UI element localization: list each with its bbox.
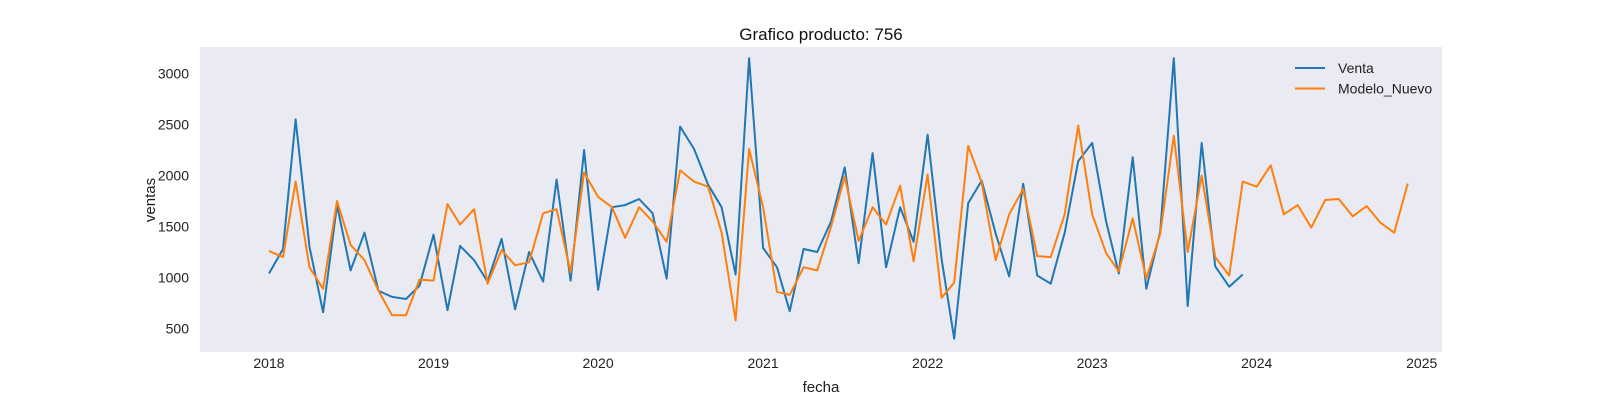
x-axis-title: fecha xyxy=(803,379,840,396)
y-tick-label: 500 xyxy=(166,321,190,337)
x-axis-ticks: 2018 2019 2020 2021 2022 2023 2024 2025 xyxy=(253,355,1437,371)
y-tick-label: 3000 xyxy=(158,66,189,82)
y-tick-label: 1500 xyxy=(158,219,189,235)
series-layer xyxy=(268,57,1409,340)
chart-title: Grafico producto: 756 xyxy=(739,25,902,44)
legend: Venta Modelo_Nuevo xyxy=(1295,60,1432,97)
y-tick-label: 2500 xyxy=(158,117,189,133)
series-line-venta xyxy=(268,57,1244,340)
y-tick-label: 1000 xyxy=(158,270,189,286)
x-tick-label: 2025 xyxy=(1406,355,1437,371)
legend-label: Modelo_Nuevo xyxy=(1338,81,1432,97)
series-line-modelo-nuevo xyxy=(268,124,1409,322)
x-tick-label: 2018 xyxy=(253,355,284,371)
x-tick-label: 2021 xyxy=(747,355,778,371)
x-tick-label: 2019 xyxy=(418,355,449,371)
plot-area xyxy=(200,47,1442,352)
y-tick-label: 2000 xyxy=(158,168,189,184)
y-axis-ticks: 500 1000 1500 2000 2500 3000 xyxy=(158,66,189,337)
x-tick-label: 2023 xyxy=(1077,355,1108,371)
y-axis-title: ventas xyxy=(142,178,159,222)
legend-label: Venta xyxy=(1338,60,1374,76)
x-tick-label: 2020 xyxy=(582,355,613,371)
x-tick-label: 2022 xyxy=(912,355,943,371)
x-tick-label: 2024 xyxy=(1241,355,1272,371)
